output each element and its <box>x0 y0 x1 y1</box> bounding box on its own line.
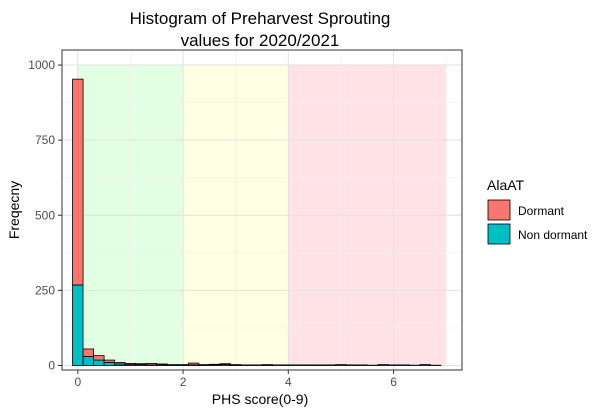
x-tick-label: 0 <box>74 375 81 389</box>
bar-dormant <box>124 362 137 365</box>
bar-dormant <box>93 355 105 361</box>
bar-dormant <box>166 364 179 366</box>
bar-dormant <box>324 364 337 366</box>
bar-dormant <box>240 364 252 366</box>
y-axis-label: Freqecny <box>6 181 22 239</box>
bar-dormant <box>230 364 242 366</box>
histogram-bars <box>72 78 442 366</box>
bar-dormant <box>198 364 210 366</box>
bar-non-dormant <box>103 362 116 366</box>
y-tick-label: 750 <box>35 133 55 147</box>
bar-dormant <box>156 363 168 366</box>
bar-dormant <box>335 364 347 366</box>
y-tick-label: 1000 <box>28 58 55 72</box>
bar-non-dormant <box>93 359 105 366</box>
y-tick-label: 250 <box>35 283 55 297</box>
legend-title: AlaAT <box>487 177 525 193</box>
y-tick-label: 500 <box>35 208 55 222</box>
x-axis-ticks: 0 2 4 6 <box>74 370 397 389</box>
panel-border <box>61 49 463 371</box>
legend-swatch-1 <box>487 223 511 245</box>
x-axis-label: PHS score(0-9) <box>212 391 308 407</box>
bar-dormant <box>72 78 84 286</box>
bar-dormant <box>114 362 126 365</box>
legend-label-1: Non dormant <box>518 228 588 242</box>
bar-dormant <box>219 363 231 365</box>
plot-frame <box>61 49 463 371</box>
legend-swatch-0 <box>487 199 511 221</box>
bar-dormant <box>261 364 273 366</box>
y-axis-ticks: 0 250 500 750 1000 <box>28 58 62 372</box>
bar-dormant <box>82 348 94 357</box>
x-tick-label: 2 <box>180 375 187 389</box>
x-tick-label: 4 <box>285 375 292 389</box>
bar-non-dormant <box>72 284 84 366</box>
x-tick-label: 6 <box>390 375 397 389</box>
bar-dormant <box>251 364 263 366</box>
legend-label-0: Dormant <box>518 204 565 218</box>
bar-dormant <box>135 363 147 365</box>
chart-title-line2: values for 2020/2021 <box>181 31 340 50</box>
bar-dormant <box>303 364 316 366</box>
bar-dormant <box>293 364 305 366</box>
bar-dormant <box>387 364 400 366</box>
bar-dormant <box>314 364 326 366</box>
bar-dormant <box>345 364 358 366</box>
bar-dormant <box>272 364 284 366</box>
bar-dormant <box>208 363 221 366</box>
bar-dormant <box>103 359 116 363</box>
bar-dormant <box>377 364 389 366</box>
y-tick-label: 0 <box>48 358 55 372</box>
chart-title-line1: Histogram of Preharvest Sprouting <box>130 9 391 28</box>
bar-dormant <box>282 364 294 366</box>
bar-dormant <box>177 364 189 366</box>
bar-dormant <box>398 364 410 366</box>
bar-dormant <box>187 362 200 366</box>
legend: AlaAT Dormant Non dormant <box>487 177 588 245</box>
bar-dormant <box>356 364 368 366</box>
bar-dormant <box>419 364 431 366</box>
bar-dormant <box>145 362 158 366</box>
bar-non-dormant <box>82 356 94 366</box>
